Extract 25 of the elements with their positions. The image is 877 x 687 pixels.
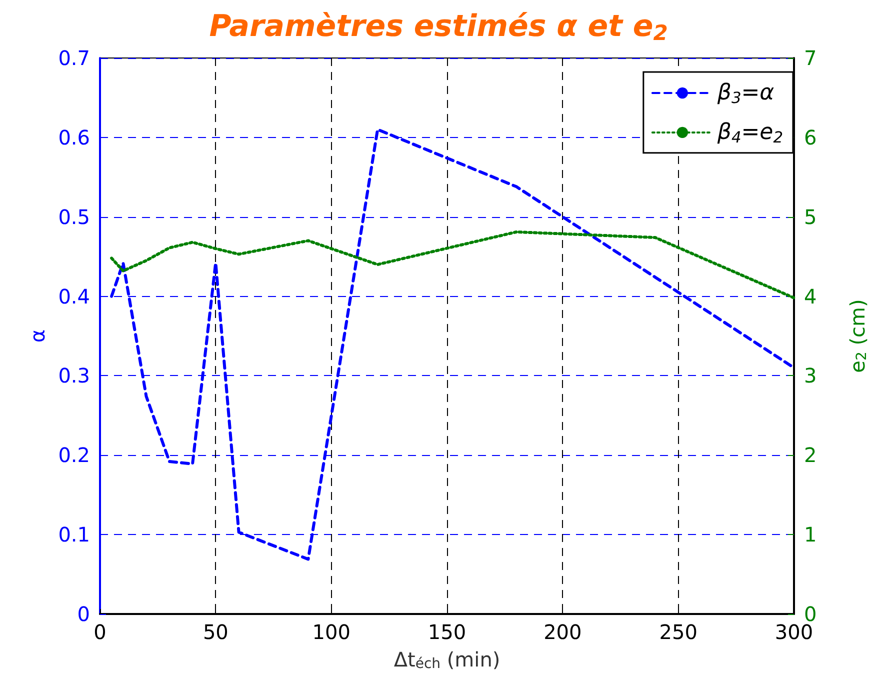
y-tick-label: 0.7 <box>58 46 90 70</box>
y-tick-label: 0 <box>77 602 90 626</box>
y-axis-title: α <box>25 329 50 343</box>
y2-tick-label: 1 <box>804 522 817 547</box>
x-tick-label: 200 <box>544 620 582 644</box>
y2-axis-title: e2 (cm) <box>846 299 870 373</box>
y2-tick-label: 6 <box>804 125 817 150</box>
x-tick-label: 0 <box>94 620 106 644</box>
y-tick-label: 0.5 <box>58 204 90 229</box>
y2-tick-label: 3 <box>804 364 817 388</box>
y2-tick-label: 7 <box>804 46 817 70</box>
y2-tick-label: 2 <box>804 443 817 468</box>
x-tick-label: 250 <box>659 620 698 644</box>
y-tick-label: 0.4 <box>58 284 90 308</box>
y-tick-label: 0.1 <box>58 522 90 547</box>
x-tick-label: 300 <box>774 620 814 644</box>
x-tick-label: 100 <box>312 620 350 644</box>
y2-tick-label: 4 <box>804 284 817 308</box>
y2-tick-label: 5 <box>804 204 817 229</box>
x-axis-title: Δtéch (min) <box>394 648 500 672</box>
y-tick-label: 0.2 <box>58 443 90 468</box>
x-tick-label: 50 <box>202 620 228 644</box>
y-tick-label: 0.3 <box>58 364 90 388</box>
y-tick-label: 0.6 <box>58 125 90 150</box>
x-tick-label: 150 <box>428 620 466 644</box>
